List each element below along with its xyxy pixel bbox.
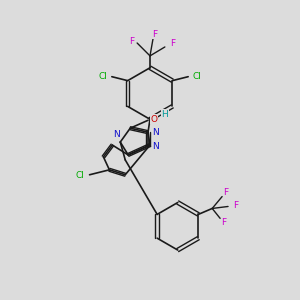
Text: O: O — [151, 115, 158, 124]
Text: N: N — [153, 142, 159, 151]
Text: F: F — [130, 37, 135, 46]
Text: F: F — [152, 30, 158, 39]
Text: Cl: Cl — [193, 72, 202, 81]
Text: N: N — [153, 128, 159, 137]
Text: H: H — [161, 110, 168, 119]
Text: F: F — [224, 188, 229, 197]
Text: Cl: Cl — [98, 72, 107, 81]
Text: F: F — [221, 218, 227, 227]
Text: F: F — [233, 201, 238, 210]
Text: N: N — [113, 130, 120, 139]
Text: F: F — [170, 40, 175, 49]
Text: Cl: Cl — [75, 171, 84, 180]
